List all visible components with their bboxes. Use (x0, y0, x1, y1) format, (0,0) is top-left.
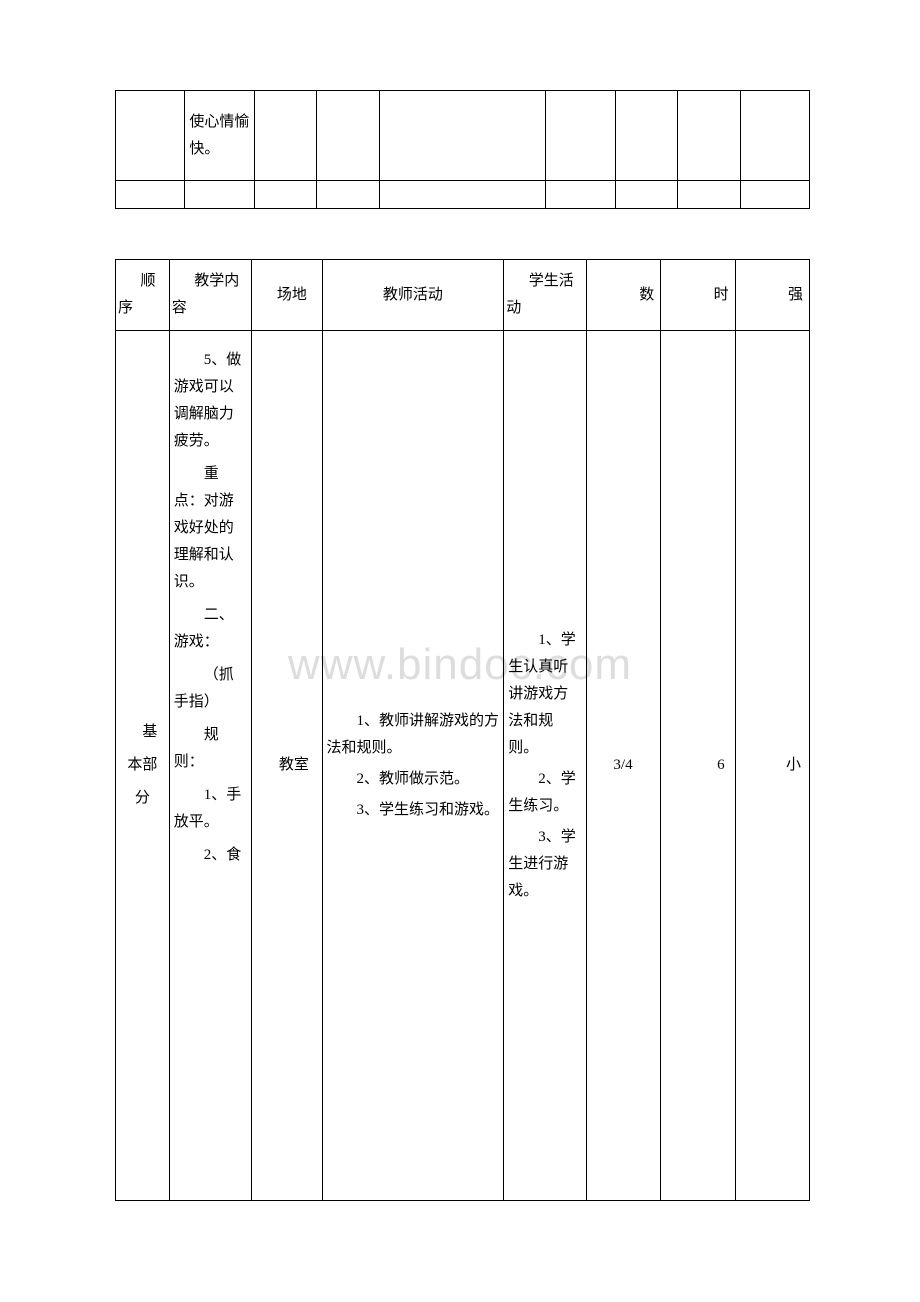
cell-intensity: 小 (735, 331, 809, 1201)
header-intensity: 强 (735, 260, 809, 331)
cell (317, 91, 379, 181)
cell (678, 181, 740, 209)
cell (254, 91, 316, 181)
cell (254, 181, 316, 209)
cell (546, 91, 615, 181)
header-student: 学生活动 (504, 260, 587, 331)
cell (379, 181, 546, 209)
table-row: 使心情愉快。 (116, 91, 810, 181)
header-seq: 顺序 (116, 260, 170, 331)
cell (379, 91, 546, 181)
page-content: 使心情愉快。 顺序 教学内容 场地 教师活动 学生活动 数 时 强 基本部分 (115, 90, 810, 1201)
cell (678, 91, 740, 181)
cell (317, 181, 379, 209)
cell-count: 3/4 (586, 331, 660, 1201)
table-row (116, 181, 810, 209)
cell (615, 181, 677, 209)
cell (116, 91, 185, 181)
header-teacher: 教师活动 (322, 260, 504, 331)
header-place: 场地 (252, 260, 322, 331)
cell-student: 1、学生认真听讲游戏方法和规则。 2、学生练习。 3、学生进行游戏。 (504, 331, 587, 1201)
cell (185, 181, 254, 209)
cell-teacher: 1、教师讲解游戏的方法和规则。 2、教师做示范。 3、学生练习和游戏。 (322, 331, 504, 1201)
top-table: 使心情愉快。 (115, 90, 810, 209)
main-table: 顺序 教学内容 场地 教师活动 学生活动 数 时 强 基本部分 5、做游戏可以调… (115, 259, 810, 1201)
header-time: 时 (661, 260, 735, 331)
table-body-row: 基本部分 5、做游戏可以调解脑力疲劳。 重点：对游戏好处的理解和认识。 二、游戏… (116, 331, 810, 1201)
table-header-row: 顺序 教学内容 场地 教师活动 学生活动 数 时 强 (116, 260, 810, 331)
cell (615, 91, 677, 181)
cell-time: 6 (661, 331, 735, 1201)
cell (116, 181, 185, 209)
cell-content: 5、做游戏可以调解脑力疲劳。 重点：对游戏好处的理解和认识。 二、游戏： （抓手… (169, 331, 252, 1201)
header-content: 教学内容 (169, 260, 252, 331)
cell: 使心情愉快。 (185, 91, 254, 181)
cell (740, 181, 809, 209)
cell (740, 91, 809, 181)
header-count: 数 (586, 260, 660, 331)
cell (546, 181, 615, 209)
cell-seq: 基本部分 (116, 331, 170, 1201)
cell-place: 教室 (252, 331, 322, 1201)
